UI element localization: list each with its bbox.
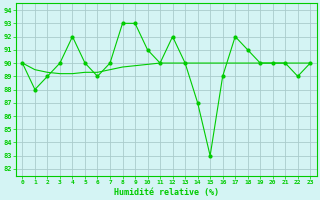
- X-axis label: Humidité relative (%): Humidité relative (%): [114, 188, 219, 197]
